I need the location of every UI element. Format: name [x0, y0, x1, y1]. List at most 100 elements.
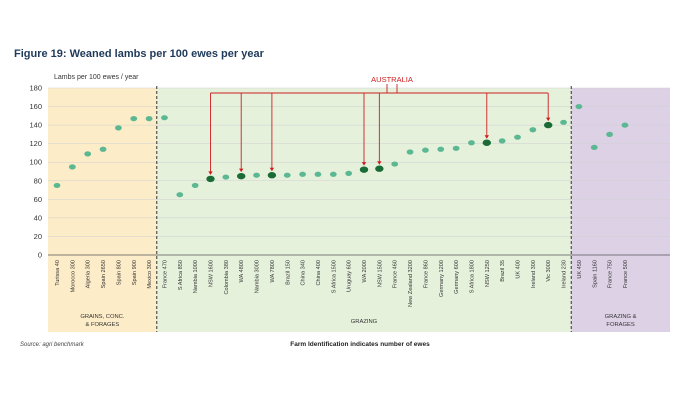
data-point [514, 134, 521, 140]
data-point [145, 116, 153, 122]
data-point [53, 182, 61, 189]
source-note: Source: agri benchmark [20, 342, 85, 348]
group-label: GRAZING & [605, 314, 637, 320]
gridlines [48, 87, 670, 256]
data-point [176, 192, 184, 198]
x-tick-label: France 750 [608, 260, 614, 288]
y-tick-label: 120 [29, 139, 42, 148]
x-tick-label: Spain 800 [116, 260, 122, 285]
x-tick-label: China 340 [301, 260, 307, 286]
data-point [253, 172, 260, 178]
data-point-australia [237, 172, 246, 180]
x-tick-label: Spain 2650 [101, 260, 107, 288]
x-tick-label: WA 7800 [270, 260, 276, 283]
x-tick-label: Spain 1160 [592, 260, 598, 288]
australia-arrowhead [484, 135, 489, 139]
y-axis-label: Lambs per 100 ewes / year [54, 74, 139, 81]
australia-arrows [208, 84, 551, 175]
group-label: & FORAGES [85, 322, 119, 328]
data-point [283, 172, 291, 178]
group-bands [48, 88, 670, 332]
footnote: Farm Identification indicates number of … [290, 341, 430, 348]
data-point [115, 125, 122, 131]
group-labels: GRAINS, CONC. & FORAGES GRAZING GRAZING & FO… [80, 314, 636, 328]
x-tick-label: China 400 [316, 260, 322, 286]
data-point [161, 115, 168, 121]
x-tick-label: Germany 600 [454, 260, 460, 294]
group-band [571, 88, 670, 332]
x-axis-labels: Turissa 40 Morocco 300 Algeria 300 Spain 26… [55, 260, 629, 307]
data-point [575, 103, 583, 110]
x-tick-label: WA 2000 [362, 260, 368, 283]
y-tick-label: 160 [29, 102, 42, 111]
x-tick-label: Ireland 230 [562, 260, 568, 288]
x-tick-label: Uruguay 600 [347, 260, 353, 292]
y-tick-label: 60 [34, 195, 42, 204]
australia-arrowhead [269, 167, 275, 172]
data-point [222, 174, 230, 180]
x-tick-label: Nambia 1000 [193, 260, 199, 293]
x-tick-label: Spain 900 [132, 260, 138, 285]
x-tick-label: France 860 [423, 260, 429, 288]
data-point-australia [544, 121, 553, 129]
data-point-australia [482, 139, 491, 146]
x-tick-label: Morocco 300 [70, 260, 76, 292]
x-tick-label: France 500 [623, 260, 629, 288]
y-tick-label: 100 [29, 158, 42, 167]
x-tick-label: Ireland 300 [531, 260, 537, 288]
y-axis: 0 20 40 60 80 100 120 140 160 180 [29, 84, 42, 260]
x-tick-label: Vic 3000 [546, 260, 552, 282]
y-tick-label: 180 [29, 84, 42, 93]
data-point-australia [375, 165, 384, 172]
data-point [560, 119, 567, 125]
group-label: GRAZING [351, 319, 378, 325]
x-tick-label: WA 4800 [239, 260, 245, 283]
y-tick-label: 0 [38, 251, 42, 260]
data-point [422, 147, 429, 153]
x-tick-label: S Africa 1800 [469, 260, 475, 293]
data-point [498, 138, 506, 144]
data-point [590, 144, 598, 150]
australia-annotation: AUSTRALIA [371, 75, 413, 84]
data-point [529, 127, 537, 133]
australia-arrowhead [239, 168, 244, 173]
x-tick-label: France 470 [162, 260, 168, 288]
data-point [314, 171, 322, 177]
x-tick-label: S Africa 1500 [331, 260, 337, 293]
data-point [191, 182, 199, 189]
y-tick-label: 140 [29, 121, 42, 130]
australia-arrowhead [377, 161, 382, 165]
x-tick-label: Algeria 300 [86, 260, 92, 288]
data-points [53, 103, 629, 198]
data-point [621, 122, 629, 128]
data-point [345, 170, 353, 176]
data-point [391, 161, 399, 167]
data-point [468, 140, 475, 146]
data-point [99, 146, 107, 152]
y-tick-label: 40 [34, 213, 42, 222]
y-tick-label: 80 [34, 176, 42, 185]
x-tick-label: Germany 1200 [439, 260, 445, 297]
data-point [406, 149, 414, 155]
group-label: GRAINS, CONC. [80, 314, 125, 320]
data-point [437, 146, 445, 152]
x-tick-label: NSW 1250 [485, 260, 491, 287]
australia-arrowhead [546, 117, 551, 122]
data-point [68, 164, 76, 170]
data-point [606, 131, 613, 137]
data-point-australia [267, 172, 277, 179]
x-tick-label: Colombia 380 [224, 260, 230, 295]
data-point [130, 116, 138, 122]
x-tick-label: UK 400 [516, 260, 522, 279]
group-dividers [156, 86, 572, 332]
x-tick-label: S Africa 850 [178, 260, 184, 290]
data-point-australia [359, 166, 369, 173]
figure-title: Figure 19: Weaned lambs per 100 ewes per… [14, 48, 265, 60]
data-point [329, 171, 337, 177]
x-tick-label: NSW 1600 [209, 260, 215, 287]
x-tick-label: New Zealand 3200 [408, 260, 414, 307]
x-tick-label: NSW 1500 [377, 260, 383, 287]
data-point [452, 145, 460, 151]
y-tick-label: 20 [34, 232, 42, 241]
data-point [299, 171, 306, 177]
